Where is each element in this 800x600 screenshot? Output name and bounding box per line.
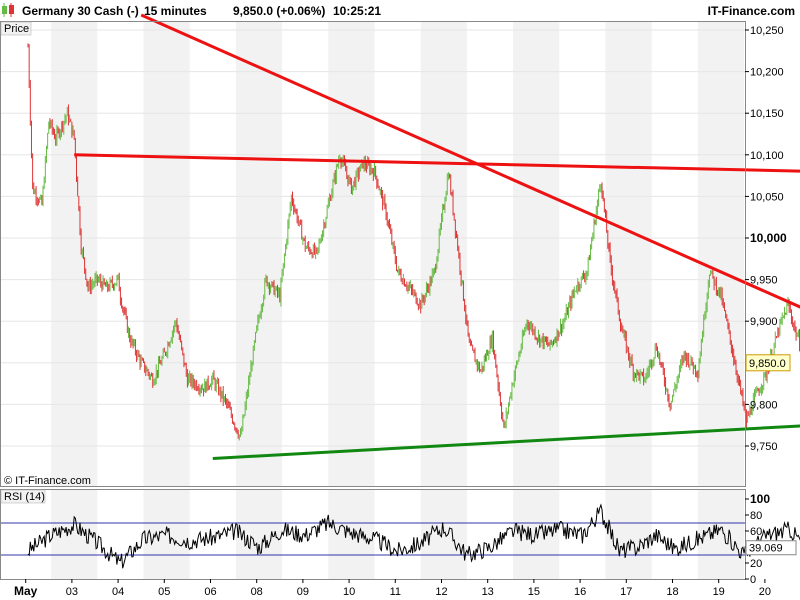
time-axis: May0304050608091011121315161718192022 [14, 579, 771, 598]
rsi-tick-label: 0 [750, 574, 756, 586]
resistance-horizontal-line[interactable] [74, 153, 800, 173]
rsi-current-value-label: 39.069 [749, 543, 783, 555]
session-band [605, 22, 652, 486]
price-tick-label: 10,100 [750, 150, 784, 162]
rsi-axis: 10080604020039.069 [745, 492, 797, 586]
price-panel-frame [0, 21, 746, 487]
time-tick-label: 13 [482, 586, 494, 598]
session-band [143, 22, 190, 486]
time-tick-label: 19 [713, 586, 725, 598]
rsi-tick-label: 60 [750, 526, 762, 538]
instrument-title: Germany 30 Cash (-) [22, 4, 139, 18]
price-tick-label: 9,900 [750, 316, 778, 328]
rsi-session-band [143, 490, 190, 579]
header-bar [0, 0, 800, 21]
rsi-tick-label: 20 [750, 558, 762, 570]
rsi-panel-label: RSI (14) [4, 491, 45, 503]
price-label-box [0, 21, 32, 36]
time-tick-label: 10 [343, 586, 355, 598]
price-tick-label: 9,750 [750, 441, 778, 453]
brand-label: IT-Finance.com [708, 4, 795, 18]
time-tick-label: 15 [528, 586, 540, 598]
rsi-tick-label: 80 [750, 510, 762, 522]
price-candles [27, 43, 800, 441]
session-shading [51, 22, 745, 579]
time-tick-label: 08 [251, 586, 263, 598]
timeframe-label: 15 minutes [144, 4, 207, 18]
time-tick-label: 05 [158, 586, 170, 598]
time-tick-label: May [14, 584, 38, 598]
time-tick-label: 18 [666, 586, 678, 598]
session-band [697, 22, 745, 486]
price-tick-label: 10,250 [750, 25, 784, 37]
descending-resistance-line[interactable] [140, 13, 800, 313]
price-tick-label: 10,000 [750, 231, 787, 245]
session-band [328, 22, 375, 486]
price-tick-label: 9,800 [750, 399, 778, 411]
rsi-panel [1, 503, 800, 569]
price-tick-label: 9,950 [750, 275, 778, 287]
rsi-label-box [0, 489, 46, 504]
time-label: 10:25:21 [333, 4, 381, 18]
copyright-label: © IT-Finance.com [4, 475, 91, 487]
session-band [513, 22, 560, 486]
price-tick-label: 10,050 [750, 191, 784, 203]
ascending-support-line[interactable] [212, 424, 800, 460]
current-price-label: 9,850.0 [749, 358, 786, 370]
time-tick-label: 16 [574, 586, 586, 598]
time-tick-label: 04 [112, 586, 124, 598]
session-band [51, 22, 98, 486]
rsi-session-band [420, 490, 467, 579]
price-gridlines [1, 29, 745, 447]
trendlines [74, 13, 800, 460]
time-tick-label: 11 [390, 586, 401, 598]
session-band [235, 22, 283, 486]
price-tick-label: 10,200 [750, 67, 784, 79]
time-tick-label: 17 [620, 586, 632, 598]
time-tick-label: 12 [435, 586, 447, 598]
rsi-line [27, 503, 800, 569]
price-tick-label: 10,150 [750, 108, 784, 120]
rsi-tick-label: 100 [750, 492, 770, 506]
time-tick-label: 20 [759, 586, 771, 598]
price-panel-label: Price [4, 23, 29, 35]
time-tick-label: 06 [204, 586, 216, 598]
candle-icon [2, 3, 14, 17]
rsi-value-badge [745, 540, 797, 556]
rsi-panel-frame [0, 489, 746, 580]
rsi-session-band [51, 490, 98, 579]
time-tick-label: 03 [66, 586, 78, 598]
price-change-label: 9,850.0 (+0.06%) [233, 4, 325, 18]
time-tick-label: 09 [297, 586, 309, 598]
current-price-badge [745, 354, 791, 372]
price-axis: 10,250 10,200 10,150 10,100 10,050 10,000 9,95… [745, 25, 791, 453]
